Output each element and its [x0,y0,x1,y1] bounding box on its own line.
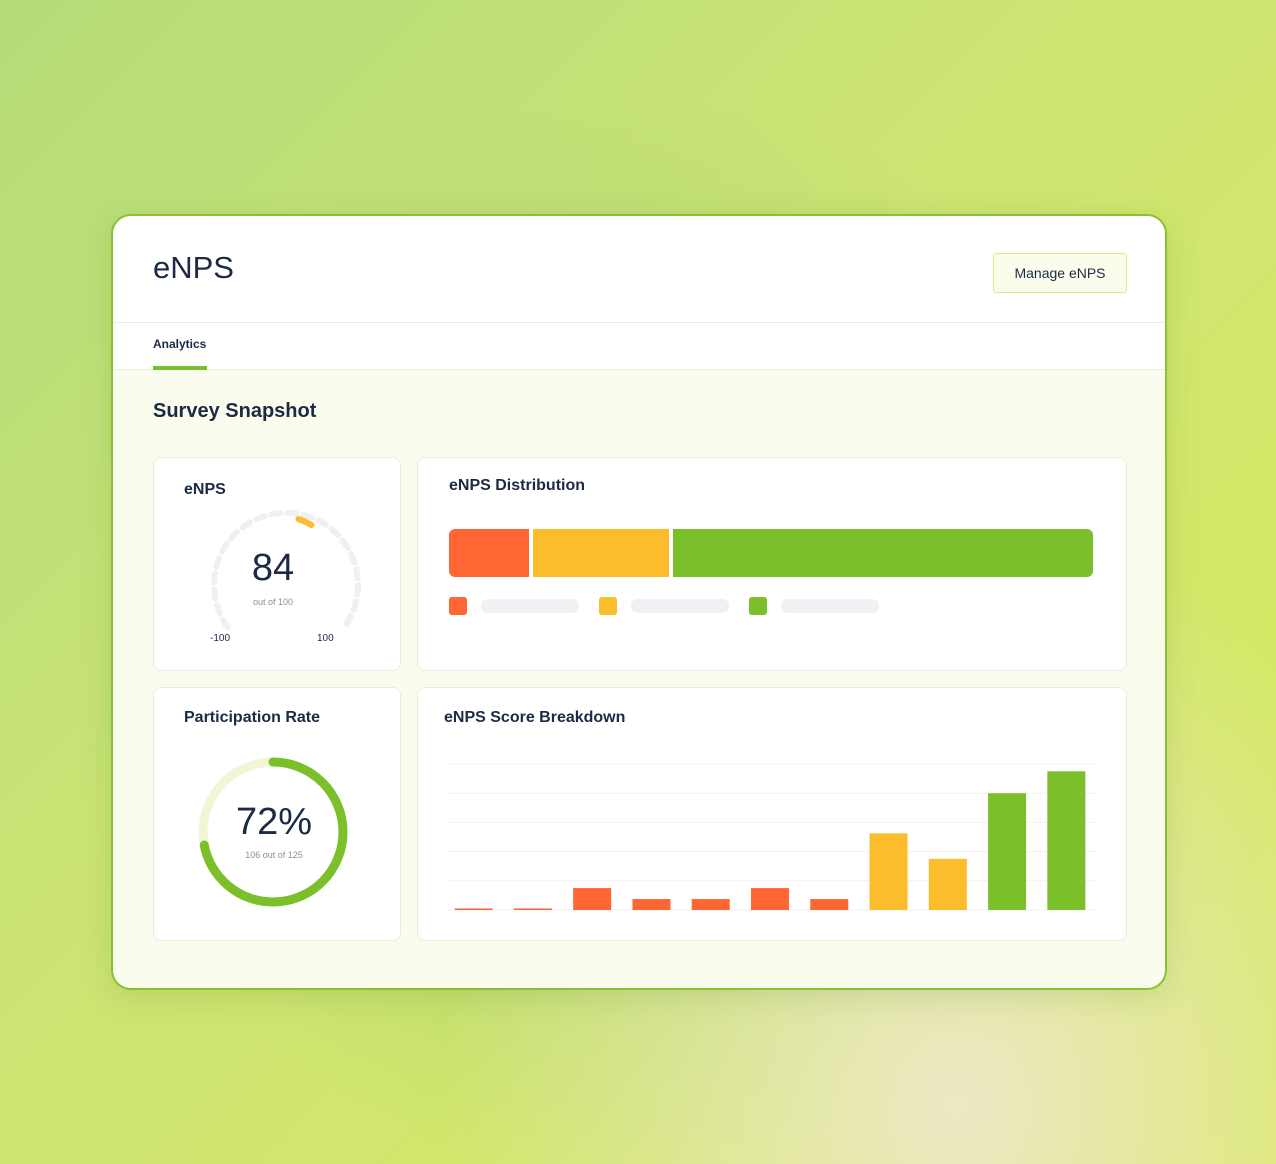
enps-window: eNPS Manage eNPS Analytics Survey Snapsh… [111,214,1167,990]
enps-score-sub: out of 100 [252,597,294,607]
gauge-min-label: -100 [210,633,231,644]
distribution-bar [449,529,1093,577]
tab-bar: Analytics [113,323,1165,370]
legend-placeholder-promoters [781,599,879,613]
enps-card-title: eNPS [184,481,226,498]
detractors-segment [449,529,529,577]
gauge-track [211,509,361,631]
passives-segment [533,529,669,577]
tab-analytics[interactable]: Analytics [153,337,207,351]
score-bar-2 [573,888,612,910]
participation-ring [198,757,348,907]
gauge-max-label: 100 [317,633,334,644]
score-bar-6 [810,899,849,910]
participation-value: 72% [235,801,313,843]
page-header: eNPS Manage eNPS [113,216,1165,323]
distribution-card: eNPS Distribution [417,457,1127,671]
distribution-card-title: eNPS Distribution [449,477,586,494]
manage-enps-button[interactable]: Manage eNPS [993,253,1127,293]
score-breakdown-chart [448,763,1096,911]
participation-sub: 106 out of 125 [245,850,303,860]
score-bar-3 [632,899,671,910]
gauge-marker [295,516,315,528]
score-bar-9 [988,793,1027,910]
page-title: eNPS [153,250,234,285]
legend-swatch-passives [599,597,617,615]
active-tab-indicator [153,366,207,370]
score-bar-5 [751,888,789,910]
legend-swatch-detractors [449,597,467,615]
score-bar-10 [1047,771,1086,910]
distribution-legend [449,597,909,615]
score-bar-4 [691,899,730,910]
section-title: Survey Snapshot [153,400,317,422]
enps-gauge [211,509,361,631]
participation-card-title: Participation Rate [184,709,321,726]
legend-swatch-promoters [749,597,767,615]
enps-score: 84 [251,547,295,589]
score-bar-7 [869,833,908,910]
legend-placeholder-detractors [481,599,579,613]
participation-card: Participation Rate 72% 106 out of 125 [153,687,401,941]
breakdown-card-title: eNPS Score Breakdown [444,709,626,726]
score-bar-1 [513,908,552,910]
breakdown-card: eNPS Score Breakdown [417,687,1127,941]
promoters-segment [673,529,1093,577]
score-bar-8 [928,858,967,910]
participation-ring-progress [198,757,348,907]
legend-placeholder-passives [631,599,729,613]
score-bar-0 [454,908,493,910]
enps-card: eNPS 84 out of 100 -100 100 [153,457,401,671]
